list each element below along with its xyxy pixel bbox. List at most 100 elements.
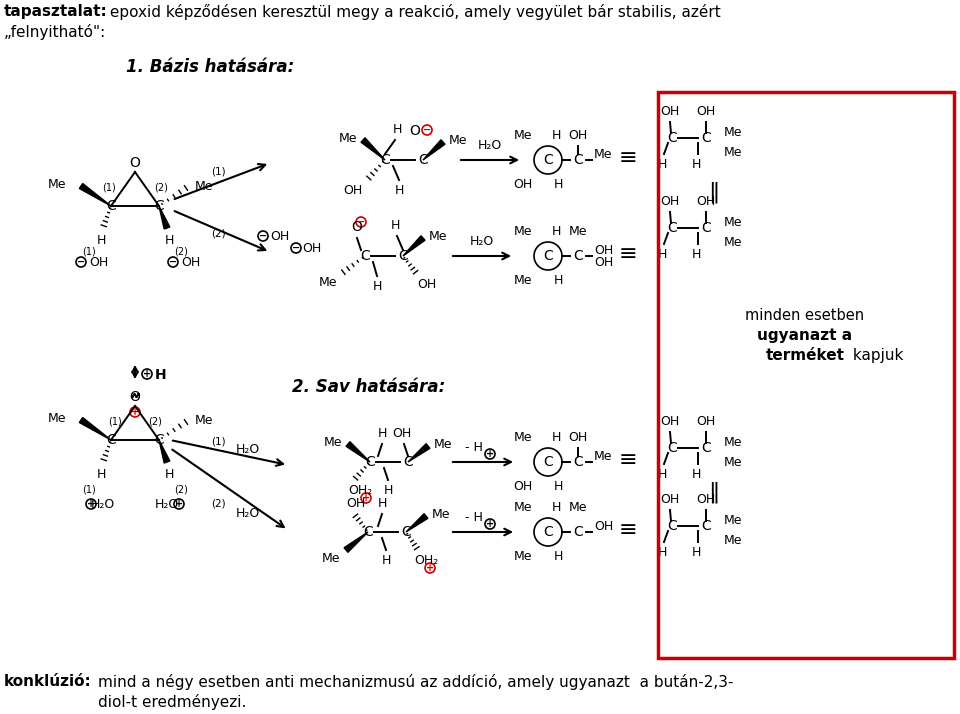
Text: Me: Me <box>47 411 66 425</box>
Text: H: H <box>551 225 561 238</box>
Text: „felnyitható":: „felnyitható": <box>4 24 107 40</box>
Text: H: H <box>553 274 563 287</box>
Text: (1): (1) <box>210 166 226 176</box>
Text: H: H <box>395 184 404 197</box>
Text: C: C <box>543 153 553 167</box>
Polygon shape <box>159 206 170 229</box>
Text: Me: Me <box>514 550 532 563</box>
Text: ≡: ≡ <box>618 520 637 540</box>
Text: H₂O: H₂O <box>236 507 260 520</box>
Text: C: C <box>701 221 710 235</box>
Text: H: H <box>551 431 561 444</box>
Text: C: C <box>701 441 710 455</box>
Text: Me: Me <box>324 436 342 448</box>
Text: ‖: ‖ <box>708 481 720 503</box>
Polygon shape <box>423 140 445 160</box>
Text: H: H <box>691 468 701 481</box>
Text: C: C <box>701 131 710 145</box>
Text: +: + <box>362 493 370 503</box>
Text: H: H <box>553 178 563 191</box>
Text: H: H <box>553 480 563 493</box>
Text: H: H <box>658 158 666 171</box>
Text: (1): (1) <box>108 416 122 426</box>
Text: H: H <box>691 546 701 559</box>
Text: Me: Me <box>514 431 532 444</box>
Text: +: + <box>143 369 151 379</box>
Text: H: H <box>553 550 563 563</box>
Text: C: C <box>701 519 710 533</box>
Text: OH: OH <box>696 105 715 118</box>
Text: H: H <box>551 501 561 514</box>
Text: (2): (2) <box>174 246 188 256</box>
Polygon shape <box>403 236 425 256</box>
Text: ≡: ≡ <box>618 450 637 470</box>
Text: OH: OH <box>513 178 532 191</box>
Bar <box>658 92 954 658</box>
Text: H₂O: H₂O <box>478 139 502 152</box>
Text: kapjuk: kapjuk <box>848 348 903 363</box>
Text: OH: OH <box>594 256 613 268</box>
Text: OH: OH <box>513 480 532 493</box>
Text: OH: OH <box>594 243 613 256</box>
Text: +: + <box>175 499 183 509</box>
Text: OH: OH <box>344 184 363 197</box>
Text: (2): (2) <box>210 498 226 508</box>
Text: epoxid képződésen keresztül megy a reakció, amely vegyület bár stabilis, azért: epoxid képződésen keresztül megy a reakc… <box>105 4 721 20</box>
Text: H: H <box>377 427 387 440</box>
Text: Me: Me <box>724 436 742 448</box>
Text: Me: Me <box>449 134 468 146</box>
Text: 1. Bázis hatására:: 1. Bázis hatására: <box>126 58 294 76</box>
Text: OH: OH <box>568 431 588 444</box>
Text: C: C <box>573 249 583 263</box>
Text: minden esetben: minden esetben <box>745 308 865 323</box>
Text: Me: Me <box>319 276 337 289</box>
Text: C: C <box>365 455 374 469</box>
Text: H: H <box>391 219 399 232</box>
Text: OH: OH <box>696 195 715 208</box>
Text: OH: OH <box>302 241 322 254</box>
Text: H: H <box>658 546 666 559</box>
Text: Me: Me <box>514 225 532 238</box>
Text: - H: - H <box>465 441 483 454</box>
Text: Me: Me <box>724 146 742 159</box>
Text: Me: Me <box>47 178 66 191</box>
Text: H: H <box>691 248 701 261</box>
Text: Me: Me <box>514 501 532 514</box>
Polygon shape <box>408 443 430 462</box>
Polygon shape <box>80 418 111 440</box>
Text: OH: OH <box>568 129 588 142</box>
Text: H: H <box>96 468 106 481</box>
Text: H₂O: H₂O <box>469 235 494 248</box>
Text: H: H <box>658 468 666 481</box>
Text: H₂O: H₂O <box>155 498 180 511</box>
Text: −: − <box>423 125 431 135</box>
Text: C: C <box>573 455 583 469</box>
Text: C: C <box>360 249 370 263</box>
Text: OH: OH <box>660 105 680 118</box>
Text: −: − <box>292 243 300 253</box>
Text: +: + <box>426 563 434 573</box>
Text: O: O <box>130 156 140 170</box>
Text: C: C <box>398 249 408 263</box>
Text: C: C <box>573 153 583 167</box>
Text: H: H <box>377 497 387 510</box>
Text: +: + <box>486 519 494 529</box>
Text: OH: OH <box>417 278 436 291</box>
Text: H: H <box>372 280 382 293</box>
Text: C: C <box>380 153 390 167</box>
Text: C: C <box>667 519 677 533</box>
Text: (1): (1) <box>83 484 96 494</box>
Text: Me: Me <box>724 456 742 468</box>
Text: OH: OH <box>181 256 201 268</box>
Text: Me: Me <box>322 552 340 565</box>
Polygon shape <box>406 513 428 532</box>
Text: −: − <box>169 257 177 267</box>
Text: Me: Me <box>339 131 357 144</box>
Text: tapasztalat:: tapasztalat: <box>4 4 108 19</box>
Text: C: C <box>667 131 677 145</box>
Text: Me: Me <box>514 274 532 287</box>
Text: (2): (2) <box>148 416 162 426</box>
Text: OH: OH <box>594 520 613 533</box>
Text: Me: Me <box>568 225 588 238</box>
Polygon shape <box>361 138 385 160</box>
